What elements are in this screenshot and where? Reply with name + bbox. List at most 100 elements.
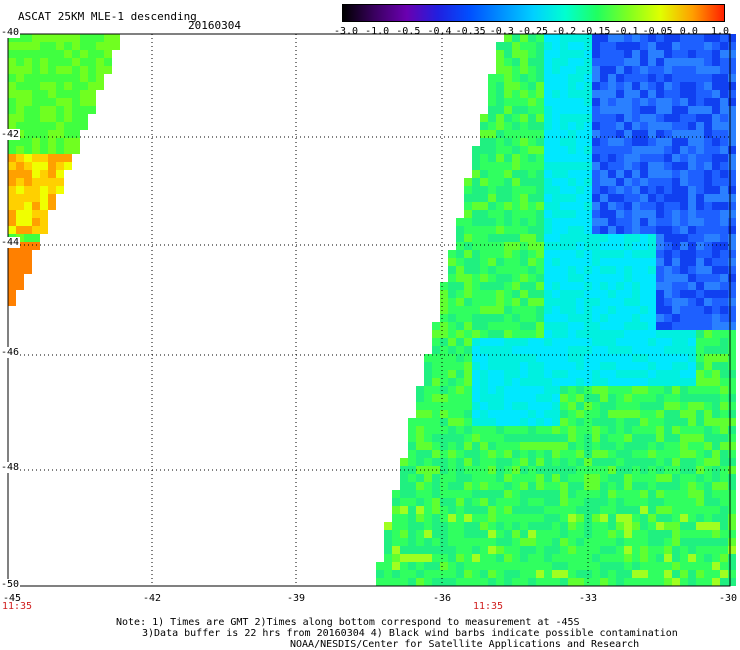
swath-cell xyxy=(568,450,576,458)
swath-cell xyxy=(512,514,520,522)
swath-cell xyxy=(696,538,704,546)
swath-cell xyxy=(672,482,680,490)
swath-cell xyxy=(592,530,600,538)
swath-cell xyxy=(568,314,576,322)
swath-cell xyxy=(592,570,600,578)
swath-cell xyxy=(424,562,432,570)
swath-cell xyxy=(552,530,560,538)
swath-cell xyxy=(728,522,736,530)
swath-cell xyxy=(72,58,80,66)
swath-cell xyxy=(416,538,424,546)
swath-cell xyxy=(720,178,728,186)
swath-cell xyxy=(728,474,736,482)
swath-cell xyxy=(608,114,616,122)
swath-cell xyxy=(536,386,544,394)
swath-cell xyxy=(544,426,552,434)
swath-cell xyxy=(704,242,712,250)
swath-cell xyxy=(16,250,24,258)
swath-cell xyxy=(480,298,488,306)
swath-cell xyxy=(712,386,720,394)
swath-cell xyxy=(688,50,696,58)
swath-cell xyxy=(616,202,624,210)
swath-cell xyxy=(80,66,88,74)
swath-cell xyxy=(608,498,616,506)
swath-cell xyxy=(8,226,16,234)
swath-cell xyxy=(464,234,472,242)
swath-cell xyxy=(616,98,624,106)
swath-cell xyxy=(8,50,16,58)
swath-cell xyxy=(640,482,648,490)
swath-cell xyxy=(488,226,496,234)
swath-cell xyxy=(440,570,448,578)
swath-cell xyxy=(656,322,664,330)
swath-cell xyxy=(656,234,664,242)
swath-cell xyxy=(392,570,400,578)
swath-cell xyxy=(480,154,488,162)
swath-cell xyxy=(520,346,528,354)
swath-cell xyxy=(640,570,648,578)
swath-cell xyxy=(592,410,600,418)
swath-cell xyxy=(624,498,632,506)
swath-cell xyxy=(464,218,472,226)
swath-cell xyxy=(592,386,600,394)
swath-cell xyxy=(592,58,600,66)
swath-cell xyxy=(456,434,464,442)
swath-cell xyxy=(392,498,400,506)
swath-cell xyxy=(8,90,16,98)
swath-cell xyxy=(408,562,416,570)
swath-cell xyxy=(720,58,728,66)
swath-cell xyxy=(456,354,464,362)
swath-cell xyxy=(552,570,560,578)
swath-cell xyxy=(552,234,560,242)
swath-cell xyxy=(624,370,632,378)
swath-cell xyxy=(592,442,600,450)
swath-cell xyxy=(504,282,512,290)
swath-cell xyxy=(512,450,520,458)
swath-cell xyxy=(520,282,528,290)
swath-cell xyxy=(456,298,464,306)
swath-cell xyxy=(496,250,504,258)
swath-cell xyxy=(488,90,496,98)
swath-cell xyxy=(408,426,416,434)
swath-cell xyxy=(528,394,536,402)
swath-cell xyxy=(480,290,488,298)
swath-cell xyxy=(680,194,688,202)
swath-cell xyxy=(640,322,648,330)
swath-cell xyxy=(480,274,488,282)
swath-cell xyxy=(592,114,600,122)
swath-cell xyxy=(720,274,728,282)
swath-cell xyxy=(64,42,72,50)
swath-cell xyxy=(536,482,544,490)
swath-cell xyxy=(496,122,504,130)
swath-cell xyxy=(528,186,536,194)
swath-cell xyxy=(640,138,648,146)
swath-cell xyxy=(392,578,400,586)
swath-cell xyxy=(504,554,512,562)
lat-label-40: -40 xyxy=(0,27,21,38)
swath-cell xyxy=(472,578,480,586)
swath-cell xyxy=(568,298,576,306)
swath-cell xyxy=(624,306,632,314)
swath-cell xyxy=(440,434,448,442)
swath-cell xyxy=(496,194,504,202)
swath-cell xyxy=(552,554,560,562)
swath-cell xyxy=(448,570,456,578)
swath-cell xyxy=(640,410,648,418)
swath-cell xyxy=(728,122,736,130)
swath-cell xyxy=(704,498,712,506)
swath-cell xyxy=(496,410,504,418)
swath-cell xyxy=(648,242,656,250)
swath-cell xyxy=(392,562,400,570)
swath-cell xyxy=(648,282,656,290)
swath-cell xyxy=(664,562,672,570)
swath-cell xyxy=(560,274,568,282)
map-frame xyxy=(7,33,731,587)
swath-cell xyxy=(56,58,64,66)
swath-cell xyxy=(680,458,688,466)
swath-cell xyxy=(64,58,72,66)
swath-cell xyxy=(72,106,80,114)
swath-cell xyxy=(592,498,600,506)
swath-cell xyxy=(544,194,552,202)
swath-cell xyxy=(600,258,608,266)
swath-cell xyxy=(624,98,632,106)
